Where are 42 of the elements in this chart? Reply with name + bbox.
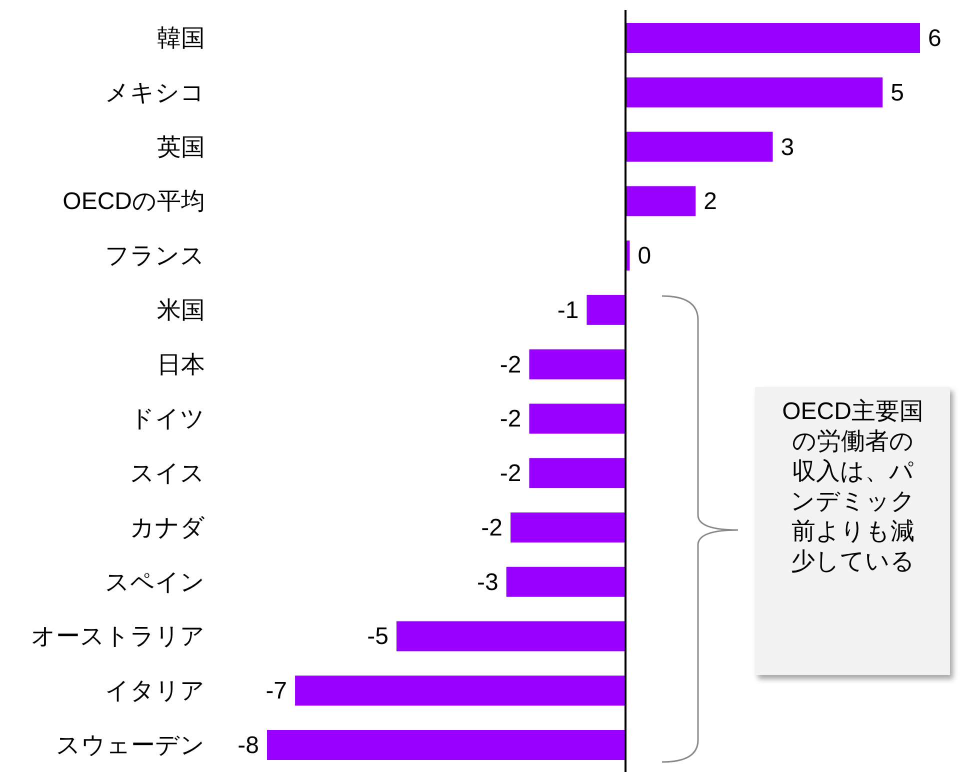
- bar: [506, 566, 626, 597]
- bar: [529, 404, 626, 434]
- y-tick-label: 日本: [157, 351, 205, 378]
- bar: [626, 23, 920, 53]
- bar: [626, 132, 773, 162]
- bar: [626, 186, 696, 216]
- data-label: -1: [557, 296, 579, 324]
- data-label: 2: [704, 188, 717, 216]
- y-tick-label: カナダ: [130, 514, 205, 542]
- bar: [295, 676, 626, 706]
- y-tick-label: 英国: [157, 134, 205, 161]
- data-label: 3: [780, 134, 794, 161]
- data-label: -8: [238, 732, 259, 759]
- data-label: -2: [481, 514, 503, 542]
- y-tick-label: メキシコ: [105, 79, 205, 106]
- bar: [529, 349, 626, 380]
- picture-note-box: OECD主要国の労働者の収入は、パンデミック前よりも減少している: [755, 387, 950, 675]
- data-label: 5: [890, 79, 904, 106]
- y-tick-label: 韓国: [157, 25, 205, 52]
- y-tick-label: ドイツ: [130, 406, 205, 433]
- bar: [396, 621, 626, 652]
- y-tick-label: 米国: [157, 296, 205, 324]
- data-label: -2: [500, 351, 522, 378]
- y-tick-label: イタリア: [105, 678, 205, 705]
- data-label: -7: [266, 678, 288, 705]
- y-tick-label: フランス: [105, 242, 205, 270]
- data-label: -3: [476, 568, 498, 596]
- data-label: -2: [500, 406, 522, 433]
- bar: [267, 730, 626, 760]
- y-tick-label: オーストラリア: [31, 623, 205, 650]
- bar: [510, 512, 626, 542]
- data-label: -2: [500, 460, 522, 488]
- y-tick-label: スイス: [130, 460, 205, 488]
- bar: [529, 458, 626, 488]
- data-label: 0: [638, 242, 652, 270]
- data-label: -5: [367, 623, 388, 650]
- bar: [586, 294, 626, 325]
- bar: [626, 77, 883, 108]
- y-tick-label: スウェーデン: [56, 732, 205, 759]
- data-label: 6: [928, 25, 942, 52]
- y-tick-label: スペイン: [105, 568, 205, 596]
- y-tick-label: OECDの平均: [62, 188, 205, 216]
